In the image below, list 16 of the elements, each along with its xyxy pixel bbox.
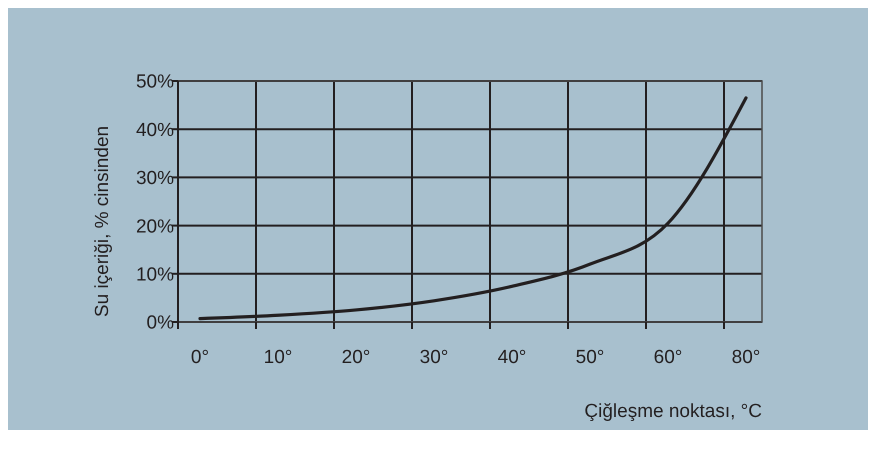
x-tick-label: 20° <box>342 347 370 368</box>
x-tick-label: 40° <box>498 347 526 368</box>
y-axis-title: Su içeriği, % cinsinden <box>92 126 113 318</box>
y-tick-label: 20% <box>136 216 174 238</box>
y-tick-label: 50% <box>136 72 174 93</box>
x-tick-label: 10° <box>264 347 292 368</box>
x-tick-label: 60° <box>654 347 682 368</box>
y-tick-label: 40% <box>136 120 174 141</box>
x-axis-title: Çiğleşme noktası, °C <box>584 401 762 422</box>
y-tick-label: 30% <box>136 168 174 190</box>
x-tick-label: 0° <box>190 347 210 368</box>
x-tick-label: 30° <box>420 347 448 368</box>
y-tick-label: 10% <box>136 264 174 286</box>
y-tick-label: 0% <box>146 312 174 334</box>
x-tick-label: 80° <box>732 347 760 368</box>
x-tick-label: 50° <box>576 347 604 368</box>
